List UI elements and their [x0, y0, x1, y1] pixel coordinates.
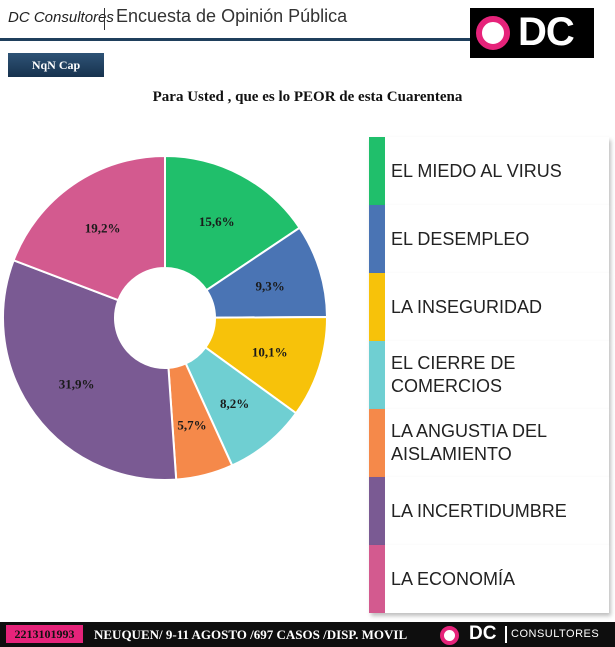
legend-label: LA INCERTIDUMBRE — [391, 500, 567, 521]
footer-logo-consultores: CONSULTORES — [511, 628, 600, 640]
legend-swatch — [369, 205, 385, 273]
footer-logo-ring-icon — [440, 626, 459, 645]
footer-info: NEUQUEN/ 9-11 AGOSTO /697 CASOS /DISP. M… — [94, 627, 408, 642]
legend-swatch — [369, 545, 385, 613]
slice-label: 10,1% — [252, 345, 288, 360]
slice-label: 9,3% — [256, 279, 285, 294]
legend-swatch — [369, 409, 385, 477]
legend-item: LA INSEGURIDAD — [369, 273, 609, 341]
legend-item: LA INCERTIDUMBRE — [369, 477, 609, 545]
header-separator — [104, 8, 105, 30]
legend-swatch — [369, 273, 385, 341]
legend-label: EL MIEDO AL VIRUS — [391, 160, 562, 181]
brand-name: DC Consultores — [8, 9, 114, 26]
logo-text: DC — [518, 10, 575, 54]
pie-slice — [164, 154, 301, 292]
legend-item: EL MIEDO AL VIRUS — [369, 137, 609, 205]
footer-phone: 2213101993 — [6, 625, 83, 643]
slice-label: 15,6% — [199, 214, 235, 229]
header: DC Consultores Encuesta de Opinión Públi… — [0, 0, 615, 44]
legend-label: LA ANGUSTIA DEL AISLAMIENTO — [391, 421, 548, 464]
pie-slice — [12, 154, 166, 302]
footer-logo-dc: DC — [469, 623, 497, 644]
region-tag: NqN Cap — [8, 53, 104, 77]
slice-label: 8,2% — [220, 396, 249, 411]
legend-label: EL DESEMPLEO — [391, 228, 530, 249]
legend-item: LA ECONOMÍA — [369, 545, 609, 613]
header-divider — [0, 38, 470, 41]
donut-chart: 15,6% 9,3% 10,1% 8,2% 5,7% 31,9% 19,2% — [2, 154, 329, 481]
legend-item: EL DESEMPLEO — [369, 205, 609, 273]
slice-label: 5,7% — [177, 418, 206, 433]
legend-swatch — [369, 137, 385, 205]
slice-label: 19,2% — [85, 220, 121, 235]
footer-logo-bar — [505, 626, 507, 643]
legend-swatch — [369, 341, 385, 409]
logo-ring-icon — [476, 16, 510, 50]
legend-item: LA ANGUSTIA DEL AISLAMIENTO — [369, 409, 609, 477]
legend-label: EL CIERRE DE COMERCIOS — [391, 353, 516, 396]
footer: 2213101993 NEUQUEN/ 9-11 AGOSTO /697 CAS… — [0, 622, 615, 647]
slice-label: 31,9% — [59, 376, 95, 391]
legend-label: LA ECONOMÍA — [391, 568, 516, 589]
chart-question: Para Usted , que es lo PEOR de esta Cuar… — [152, 89, 463, 105]
legend-swatch — [369, 477, 385, 545]
pie-slice — [2, 258, 178, 481]
dc-logo: DC — [470, 8, 594, 58]
legend-label: LA INSEGURIDAD — [391, 296, 543, 317]
page-title: Encuesta de Opinión Pública — [116, 6, 348, 26]
legend-item: EL CIERRE DE COMERCIOS — [369, 341, 609, 409]
